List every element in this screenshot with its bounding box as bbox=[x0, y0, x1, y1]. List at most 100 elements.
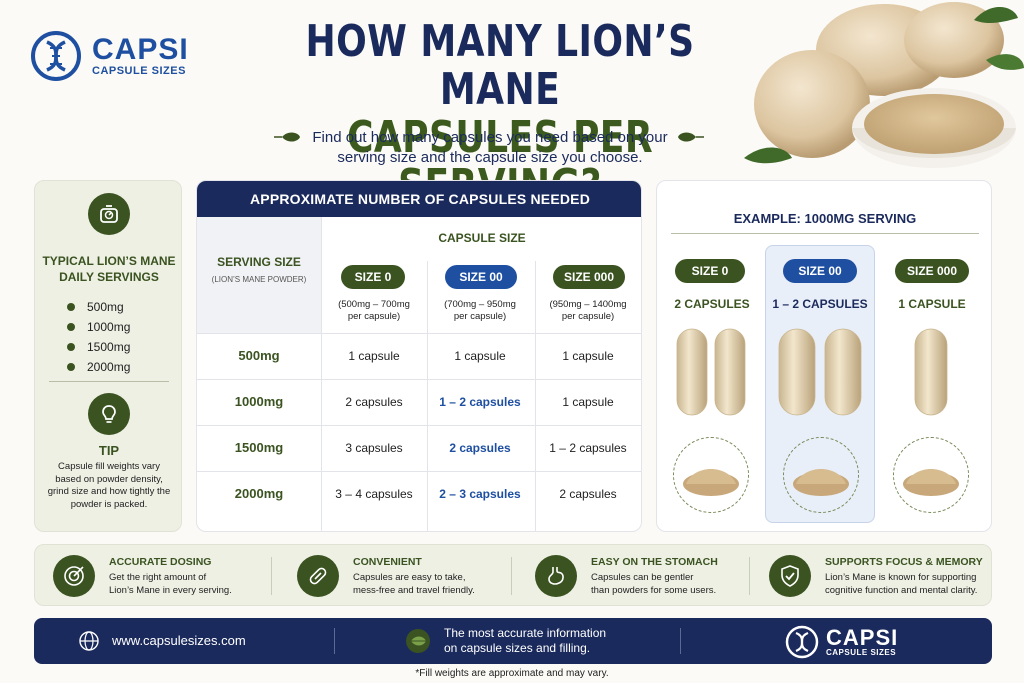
example-count: 2 CAPSULES bbox=[674, 297, 750, 311]
bullet-icon bbox=[67, 303, 75, 311]
feature-text-line: Capsules can be gentler bbox=[591, 572, 694, 583]
website-link[interactable]: www.capsulesizes.com bbox=[112, 633, 246, 648]
example-count: 1 CAPSULE bbox=[898, 297, 966, 311]
brand-logo[interactable]: CAPSI CAPSULE SIZES bbox=[28, 28, 208, 84]
bullet-icon bbox=[67, 343, 75, 351]
example-size-000-pill: SIZE 000 bbox=[895, 259, 969, 283]
table-cell: 1 capsule bbox=[562, 395, 614, 409]
feature-text-line: mess-free and travel friendly. bbox=[353, 584, 475, 596]
feature-text: Capsules can be gentler than powders for … bbox=[591, 572, 781, 597]
range-line-2: per capsule) bbox=[347, 311, 401, 322]
footer-message-line: on capsule sizes and filling. bbox=[444, 641, 591, 655]
table-row: 1000mg bbox=[234, 394, 284, 409]
example-count: 1 – 2 CAPSULES bbox=[772, 297, 868, 311]
example-title: EXAMPLE: 1000MG SERVING bbox=[733, 211, 917, 226]
serving-size-header: SERVING SIZE bbox=[217, 255, 301, 269]
divider bbox=[49, 381, 169, 382]
capsule-icon bbox=[778, 328, 816, 416]
example-panel: EXAMPLE: 1000MG SERVING SIZE 0 SIZE 00 S… bbox=[656, 180, 992, 532]
capsule-table: APPROXIMATE NUMBER OF CAPSULES NEEDED SE… bbox=[196, 180, 642, 532]
subtitle-line-2: serving size and the capsule size you ch… bbox=[337, 149, 643, 166]
shield-check-icon bbox=[769, 555, 811, 597]
grid-line bbox=[321, 217, 322, 531]
serving-item-label: 1000mg bbox=[87, 320, 131, 334]
features-strip: ACCURATE DOSING Get the right amount of L… bbox=[34, 544, 992, 606]
powder-icon bbox=[783, 437, 859, 513]
feature-title: SUPPORTS FOCUS & MEMORY bbox=[825, 556, 983, 568]
leaf-icon bbox=[678, 132, 704, 142]
table-cell: 3 – 4 capsules bbox=[335, 487, 413, 501]
table-row: 2000mg bbox=[234, 486, 284, 501]
feature-text-line: Lion’s Mane in every serving. bbox=[109, 584, 232, 596]
size-000-pill: SIZE 000 bbox=[553, 265, 625, 289]
size-0-range: (500mg – 700mg per capsule) bbox=[321, 299, 427, 323]
list-item: 500mg bbox=[67, 297, 130, 317]
size-00-range: (700mg – 950mg per capsule) bbox=[427, 299, 533, 323]
feature-text: Capsules are easy to take, mess-free and … bbox=[353, 572, 543, 597]
table-row: 1500mg bbox=[234, 440, 284, 455]
grid-line bbox=[427, 261, 428, 531]
table-row: 500mg bbox=[238, 348, 280, 363]
table-cell: 1 capsule bbox=[348, 349, 400, 363]
feature-title: ACCURATE DOSING bbox=[109, 556, 212, 568]
footer-brand-tagline: CAPSULE SIZES bbox=[826, 648, 897, 657]
table-cell: 1 capsule bbox=[454, 349, 506, 363]
table-cell: 1 – 2 capsules bbox=[549, 441, 627, 455]
feature-text: Get the right amount of Lion’s Mane in ev… bbox=[109, 572, 299, 597]
serving-item-label: 500mg bbox=[87, 300, 124, 314]
servings-list: 500mg 1000mg 1500mg 2000mg bbox=[67, 297, 130, 377]
brand-tagline: CAPSULE SIZES bbox=[92, 65, 186, 77]
powder-icon bbox=[893, 437, 969, 513]
example-size-00-pill: SIZE 00 bbox=[783, 259, 857, 283]
feature-text-line: Capsules are easy to take, bbox=[353, 572, 466, 583]
grid-line bbox=[197, 425, 641, 426]
table-title: APPROXIMATE NUMBER OF CAPSULES NEEDED bbox=[197, 181, 641, 217]
capsule-icon bbox=[676, 328, 708, 416]
feature-text-line: Lion’s Mane is known for supporting bbox=[825, 572, 977, 583]
table-cell: 3 capsules bbox=[345, 441, 403, 455]
grid-line bbox=[535, 261, 536, 531]
footer-message: The most accurate information on capsule… bbox=[444, 626, 634, 656]
range-line-1: (500mg – 700mg bbox=[338, 299, 410, 310]
divider bbox=[671, 233, 979, 234]
lions-mane-mushroom-image bbox=[744, 2, 1024, 168]
table-cell: 2 capsules bbox=[559, 487, 617, 501]
list-item: 2000mg bbox=[67, 357, 130, 377]
divider bbox=[334, 628, 335, 654]
footer-bar: www.capsulesizes.com The most accurate i… bbox=[34, 618, 992, 664]
leaf-icon bbox=[274, 132, 300, 142]
capsule-size-header: CAPSULE SIZE bbox=[438, 231, 526, 245]
size-000-range: (950mg – 1400mg per capsule) bbox=[535, 299, 641, 323]
feature-text: Lion’s Mane is known for supporting cogni… bbox=[825, 572, 991, 597]
serving-size-subheader: (LION’S MANE POWDER) bbox=[211, 275, 307, 284]
feature-title: CONVENIENT bbox=[353, 556, 422, 568]
size-00-pill: SIZE 00 bbox=[445, 265, 517, 289]
stomach-icon bbox=[535, 555, 577, 597]
table-cell-highlight: 2 – 3 capsules bbox=[439, 487, 521, 501]
lightbulb-icon bbox=[88, 393, 130, 435]
servings-heading: TYPICAL LION’S MANE DAILY SERVINGS bbox=[35, 253, 183, 285]
range-line-2: per capsule) bbox=[453, 311, 507, 322]
powder-icon bbox=[673, 437, 749, 513]
table-cell-highlight: 1 – 2 capsules bbox=[439, 395, 521, 409]
capsules-illustration bbox=[676, 328, 948, 416]
footer-message-line: The most accurate information bbox=[444, 626, 607, 640]
grid-line bbox=[197, 471, 641, 472]
capsule-icon bbox=[914, 328, 948, 416]
bullet-icon bbox=[67, 363, 75, 371]
tip-text: Capsule fill weights vary based on powde… bbox=[47, 461, 171, 510]
title-line-1: HOW MANY LION’S MANE bbox=[305, 16, 695, 115]
capsule-icon bbox=[824, 328, 862, 416]
divider bbox=[749, 557, 750, 595]
tip-title: TIP bbox=[98, 443, 120, 458]
typical-servings-panel: TYPICAL LION’S MANE DAILY SERVINGS 500mg… bbox=[34, 180, 182, 532]
footnote: *Fill weights are approximate and may va… bbox=[415, 668, 609, 679]
brand-name: CAPSI bbox=[92, 33, 189, 66]
table-cell: 2 capsules bbox=[345, 395, 403, 409]
capsule-icon bbox=[297, 555, 339, 597]
footer-brand-name: CAPSI bbox=[826, 625, 899, 650]
list-item: 1000mg bbox=[67, 317, 130, 337]
table-cell: 1 capsule bbox=[562, 349, 614, 363]
example-size-0-pill: SIZE 0 bbox=[675, 259, 745, 283]
serving-item-label: 2000mg bbox=[87, 360, 131, 374]
